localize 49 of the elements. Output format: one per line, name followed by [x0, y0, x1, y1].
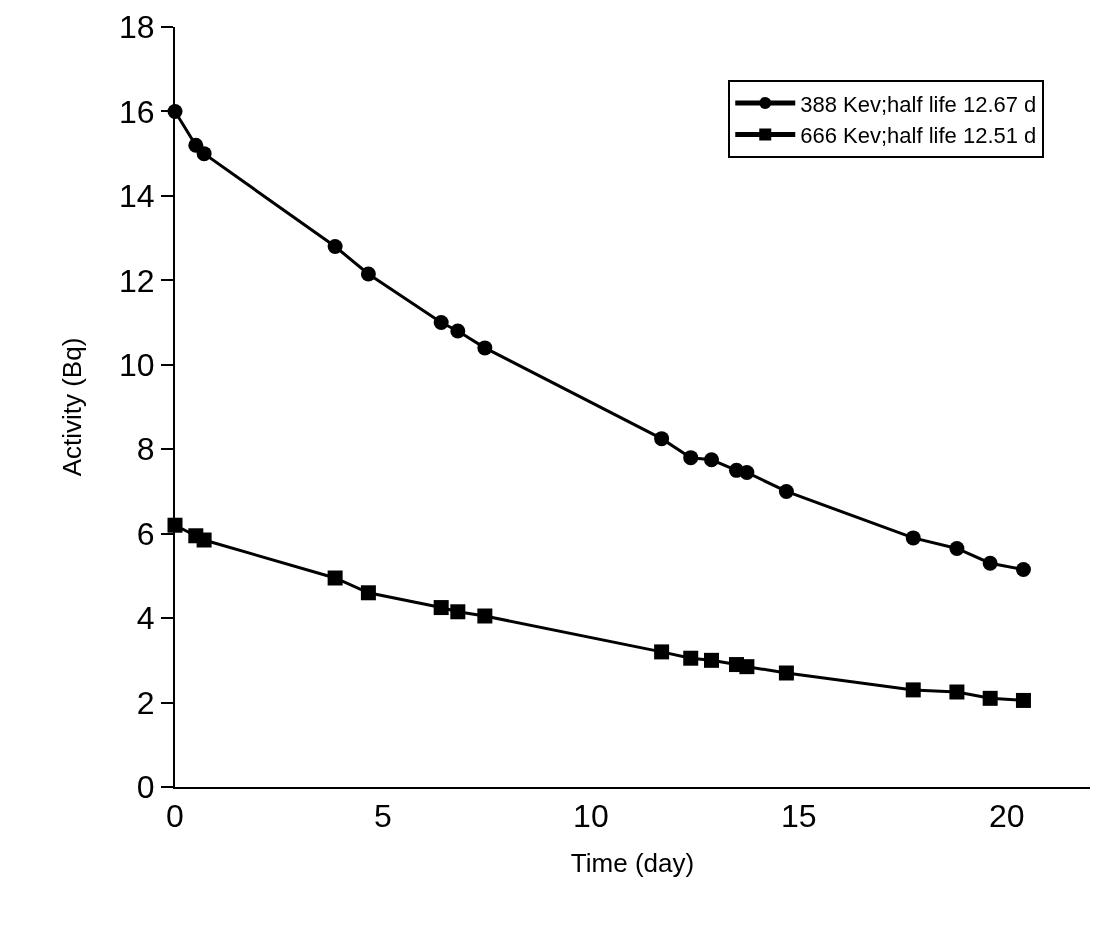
point: [360, 585, 376, 601]
point: [654, 431, 670, 447]
point: [982, 690, 998, 706]
point: [1015, 692, 1031, 708]
legend-label: 388 Kev;half life 12.67 d: [800, 91, 1037, 117]
y-tick-label: 16: [119, 93, 155, 130]
point: [196, 532, 212, 548]
point: [360, 266, 376, 282]
point: [477, 340, 493, 356]
point: [654, 644, 670, 660]
y-tick-label: 2: [136, 684, 155, 721]
x-tick-label: 10: [573, 798, 609, 835]
point: [704, 652, 720, 668]
point: [450, 323, 466, 339]
y-axis-title: Activity (Bq): [56, 337, 87, 477]
y-tick-label: 6: [136, 515, 155, 552]
point: [477, 608, 493, 624]
x-tick-label: 5: [374, 798, 392, 835]
point: [683, 450, 699, 466]
y-tick-label: 8: [136, 431, 155, 468]
x-axis-title: Time (day): [570, 847, 695, 878]
point: [683, 650, 699, 666]
y-tick-label: 18: [119, 9, 155, 46]
point: [327, 570, 343, 586]
point: [905, 682, 921, 698]
point: [196, 146, 212, 162]
y-tick-label: 0: [136, 769, 155, 806]
legend-label: 666 Kev;half life 12.51 d: [800, 123, 1037, 149]
y-tick-label: 12: [119, 262, 155, 299]
point: [739, 659, 755, 675]
point: [739, 464, 755, 480]
point: [450, 604, 466, 620]
x-tick-label: 20: [989, 798, 1025, 835]
point: [778, 665, 794, 681]
point: [1015, 562, 1031, 578]
x-tick-label: 0: [166, 798, 184, 835]
y-tick-label: 10: [119, 346, 155, 383]
point: [778, 483, 794, 499]
point: [905, 530, 921, 546]
point: [433, 600, 449, 616]
point: [704, 452, 720, 468]
y-tick-label: 4: [136, 600, 155, 637]
point: [433, 315, 449, 331]
point: [982, 555, 998, 571]
point: [949, 540, 965, 556]
y-tick-label: 14: [119, 178, 155, 215]
point: [327, 239, 343, 255]
x-tick-label: 15: [781, 798, 817, 835]
point: [949, 684, 965, 700]
